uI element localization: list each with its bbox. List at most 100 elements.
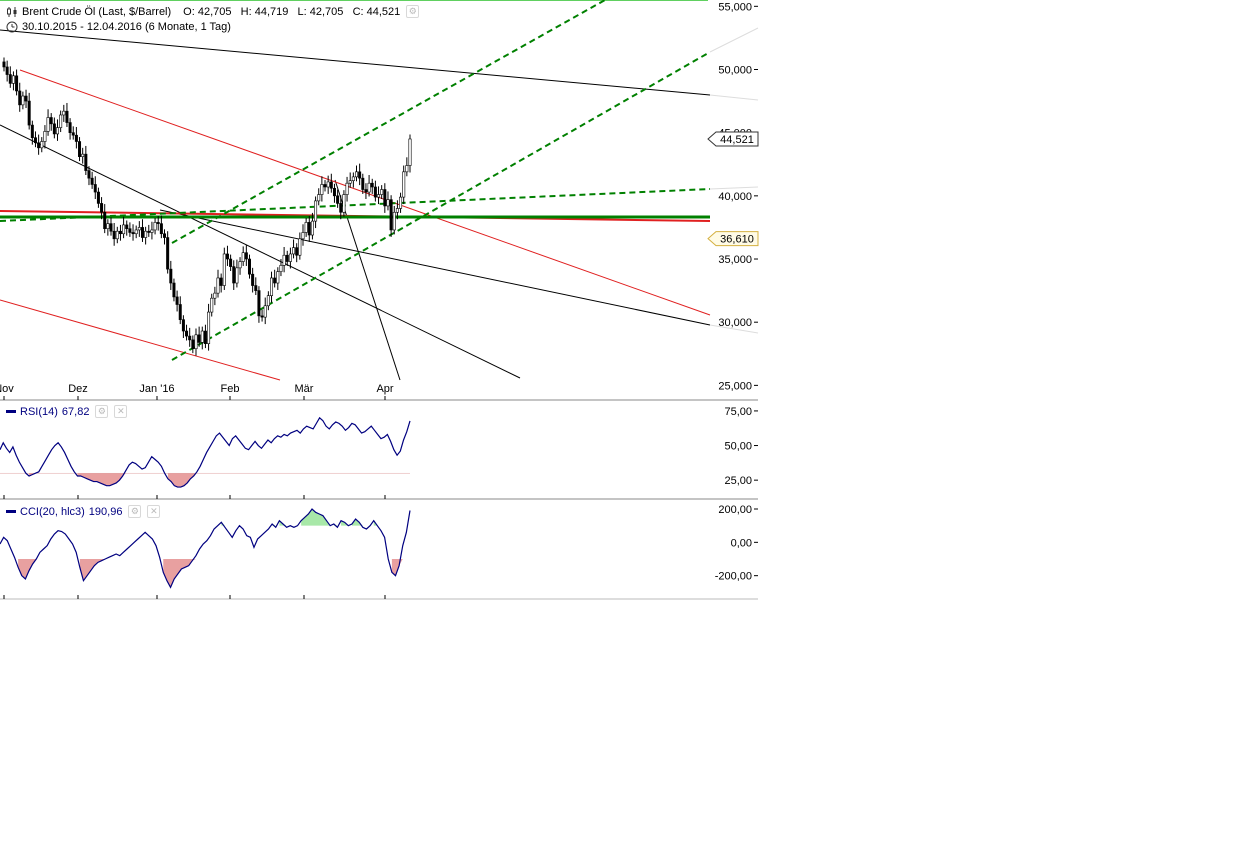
candle-body xyxy=(178,304,182,320)
price-tick-label: 50,000 xyxy=(718,64,752,76)
trendline-red xyxy=(19,69,711,316)
candle-body xyxy=(56,127,60,135)
candle-body xyxy=(235,267,239,284)
rsi-zone-fill xyxy=(29,473,197,488)
candle-body xyxy=(87,170,91,179)
candle-body xyxy=(301,232,305,240)
candle-body xyxy=(364,189,368,193)
price-tick-label: 35,000 xyxy=(718,254,752,266)
candle-body xyxy=(273,277,277,284)
candle-body xyxy=(65,110,69,123)
cci-tick-label: -200,00 xyxy=(715,571,752,583)
cci-line xyxy=(0,508,411,589)
date-range-row: 30.10.2015 - 12.04.2016 (6 Monate, 1 Tag… xyxy=(6,21,231,33)
candle-body xyxy=(30,124,34,139)
cci-close-icon[interactable]: ✕ xyxy=(147,505,161,518)
candle-body xyxy=(222,253,226,286)
chart-canvas: 55,00050,00045,00040,00035,00030,00025,0… xyxy=(0,0,759,600)
candle-body xyxy=(238,261,242,269)
candle-body xyxy=(156,222,160,224)
candle-body xyxy=(402,171,406,198)
candle-body xyxy=(153,222,157,231)
candle-body xyxy=(232,266,236,284)
candle-body xyxy=(266,295,270,307)
instrument-name: Brent Crude Öl (Last, $/Barrel) xyxy=(22,5,172,18)
candle-body xyxy=(244,252,248,260)
candle-body xyxy=(115,230,119,240)
candle-body xyxy=(361,177,365,190)
date-range[interactable]: 30.10.2015 - 12.04.2016 (6 Monate, 1 Tag… xyxy=(22,21,231,33)
candle-body xyxy=(131,232,135,235)
cci-zone-fill xyxy=(18,559,403,588)
candle-body xyxy=(194,334,198,350)
candle-body xyxy=(191,339,195,350)
candle-body xyxy=(348,180,352,184)
candle-body xyxy=(213,292,217,299)
candle-body xyxy=(389,199,393,231)
rsi-close-icon[interactable]: ✕ xyxy=(114,405,128,418)
candle-body xyxy=(317,194,321,202)
candle-body xyxy=(163,233,167,238)
candle-body xyxy=(251,273,255,286)
candle-body xyxy=(188,335,192,341)
cci-tick-label: 200,00 xyxy=(718,504,752,516)
candle-body xyxy=(345,182,349,195)
candle-body xyxy=(197,334,201,343)
candle-body xyxy=(383,189,387,207)
candle-body xyxy=(71,132,75,136)
trendline-extension xyxy=(709,186,759,190)
candle-body xyxy=(147,230,151,233)
clock-icon xyxy=(6,21,18,33)
candle-body xyxy=(27,100,31,126)
candle-body xyxy=(320,184,324,195)
candle-body xyxy=(81,153,85,157)
candle-body xyxy=(329,181,333,189)
cci-settings-icon[interactable]: ⚙ xyxy=(128,505,142,518)
candle-body xyxy=(137,227,141,231)
candle-body xyxy=(112,230,116,240)
candle-body xyxy=(288,253,292,262)
x-axis-label: Apr xyxy=(376,383,393,395)
candle-body xyxy=(386,199,390,207)
candle-body xyxy=(367,182,371,193)
rsi-line xyxy=(0,416,411,488)
cci-tick-label: 0,00 xyxy=(731,537,752,549)
chart-root: 55,00050,00045,00040,00035,00030,00025,0… xyxy=(0,0,760,600)
candle-body xyxy=(46,117,50,132)
candle-body xyxy=(90,177,94,185)
candle-body xyxy=(33,137,37,144)
candle-body xyxy=(43,131,47,142)
cci-title: CCI(20, hlc3) xyxy=(20,505,85,518)
candle-body xyxy=(225,253,229,260)
candle-body xyxy=(254,285,258,291)
candle-body xyxy=(159,223,163,235)
rsi-settings-icon[interactable]: ⚙ xyxy=(95,405,109,418)
candle-body xyxy=(358,171,362,179)
cci-header: CCI(20, hlc3) 190,96 ⚙ ✕ xyxy=(6,505,161,518)
candle-body xyxy=(15,75,19,92)
candle-body xyxy=(140,227,144,238)
trendline-black xyxy=(159,209,711,326)
trendline-extension xyxy=(709,27,759,53)
candle-body xyxy=(11,75,15,84)
trendline-black xyxy=(0,124,521,379)
x-axis-label: Feb xyxy=(221,383,240,395)
candle-body xyxy=(185,330,189,337)
candle-body xyxy=(207,311,211,344)
candle-body xyxy=(134,229,138,235)
settings-icon[interactable]: ⚙ xyxy=(406,5,420,18)
trendline-black xyxy=(334,179,401,381)
cci-legend-swatch xyxy=(6,510,16,513)
candle-body xyxy=(314,200,318,222)
trendline-extension xyxy=(709,94,759,101)
candle-body xyxy=(150,229,154,233)
candle-body xyxy=(5,66,9,75)
channel-lower-green xyxy=(171,51,711,361)
price-tick-label: 40,000 xyxy=(718,191,752,203)
candle-body xyxy=(169,268,173,284)
rsi-tick-label: 75,00 xyxy=(724,406,752,418)
candle-body xyxy=(370,182,374,188)
candle-body xyxy=(96,191,100,204)
trendline-extension xyxy=(709,324,759,334)
candle-body xyxy=(172,282,176,298)
